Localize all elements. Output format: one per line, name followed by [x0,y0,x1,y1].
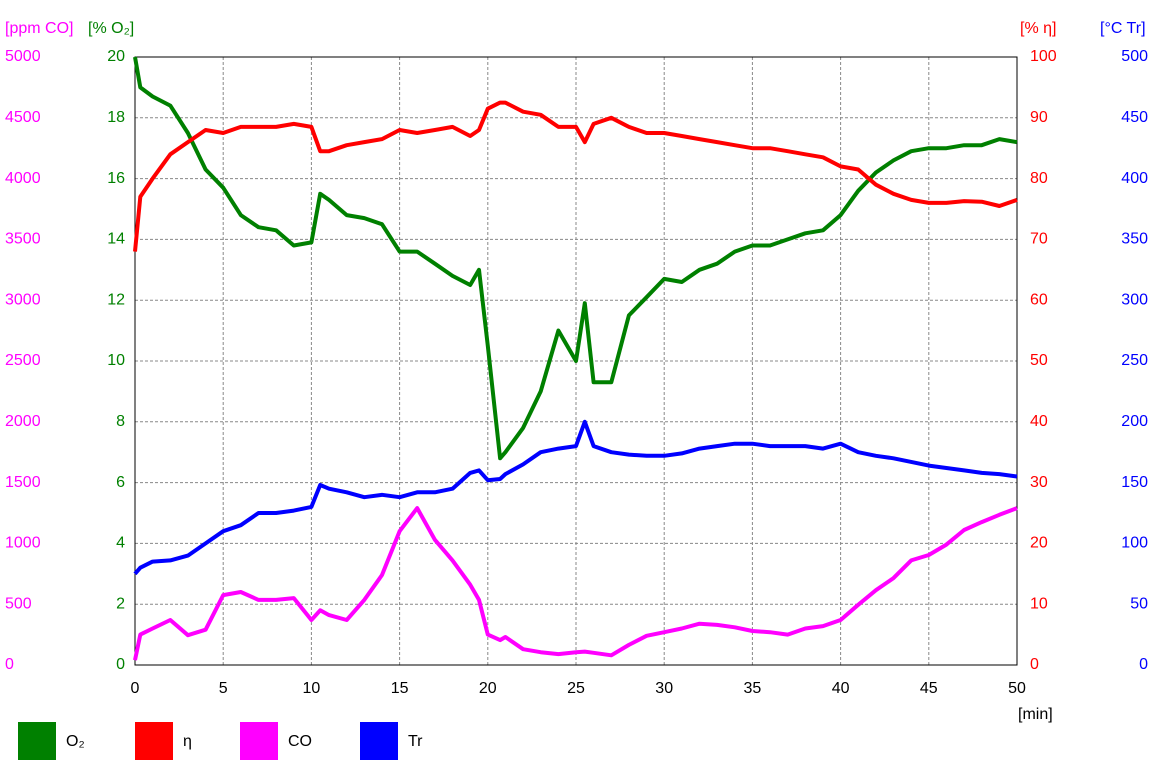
data-line [133,100,1018,252]
y-tick-label: 100 [1121,535,1148,552]
axis-label: [°C Tr] [1100,20,1146,37]
y-tick-label: 50 [1130,595,1148,612]
y-tick-label: 10 [107,352,125,369]
legend-swatch [360,722,398,760]
y-tick-label: 0 [1139,656,1148,673]
axis-label: [% O₂] [88,20,134,37]
y-tick-label: 3000 [5,291,41,308]
y-tick-label: 18 [107,109,125,126]
y-tick-label: 200 [1121,413,1148,430]
y-tick-label: 1500 [5,474,41,491]
legend-swatch [135,722,173,760]
legend-label: Tr [408,733,423,750]
y-tick-label: 60 [1030,291,1048,308]
y-tick-label: 20 [1030,535,1048,552]
legend-label: O₂ [66,733,85,750]
y-tick-label: 400 [1121,170,1148,187]
y-tick-label: 250 [1121,352,1148,369]
data-line [133,419,1018,576]
y-tick-label: 4000 [5,170,41,187]
y-tick-label: 30 [1030,474,1048,491]
y-tick-label: 500 [1121,48,1148,65]
x-tick-label: 0 [131,680,140,697]
data-line [133,506,1018,661]
plot-frame [134,56,1018,666]
y-tick-label: 0 [1030,656,1039,673]
y-tick-label: 500 [5,595,32,612]
y-tick-label: 16 [107,170,125,187]
y-tick-label: 6 [116,474,125,491]
y-tick-label: 2 [116,595,125,612]
x-tick-label: 35 [744,680,762,697]
x-axis-label: [min] [1018,706,1053,723]
x-tick-label: 5 [219,680,228,697]
y-tick-label: 450 [1121,109,1148,126]
legend-label: CO [288,733,312,750]
x-tick-label: 45 [920,680,938,697]
y-tick-label: 70 [1030,231,1048,248]
y-tick-label: 0 [116,656,125,673]
y-tick-label: 80 [1030,170,1048,187]
y-tick-label: 4500 [5,109,41,126]
y-tick-label: 5000 [5,48,41,65]
x-tick-label: 20 [479,680,497,697]
x-tick-label: 30 [655,680,673,697]
y-tick-label: 2500 [5,352,41,369]
x-tick-label: 15 [391,680,409,697]
y-tick-label: 20 [107,48,125,65]
y-tick-label: 10 [1030,595,1048,612]
axis-label: [ppm CO] [5,20,73,37]
y-tick-label: 2000 [5,413,41,430]
y-tick-label: 90 [1030,109,1048,126]
legend-swatch [240,722,278,760]
y-tick-label: 4 [116,535,125,552]
y-tick-label: 100 [1030,48,1057,65]
y-tick-label: 40 [1030,413,1048,430]
axis-label: [% η] [1020,20,1056,37]
data-line [133,56,1018,461]
y-tick-label: 50 [1030,352,1048,369]
y-tick-label: 14 [107,231,125,248]
y-tick-label: 300 [1121,291,1148,308]
y-tick-label: 1000 [5,535,41,552]
legend-swatch [18,722,56,760]
x-tick-label: 50 [1008,680,1026,697]
x-tick-label: 25 [567,680,585,697]
y-tick-label: 150 [1121,474,1148,491]
y-tick-label: 12 [107,291,125,308]
y-tick-label: 8 [116,413,125,430]
legend-label: η [183,733,192,750]
x-tick-label: 10 [303,680,321,697]
x-tick-label: 40 [832,680,850,697]
y-tick-label: 0 [5,656,14,673]
y-tick-label: 3500 [5,231,41,248]
y-tick-label: 350 [1121,231,1148,248]
